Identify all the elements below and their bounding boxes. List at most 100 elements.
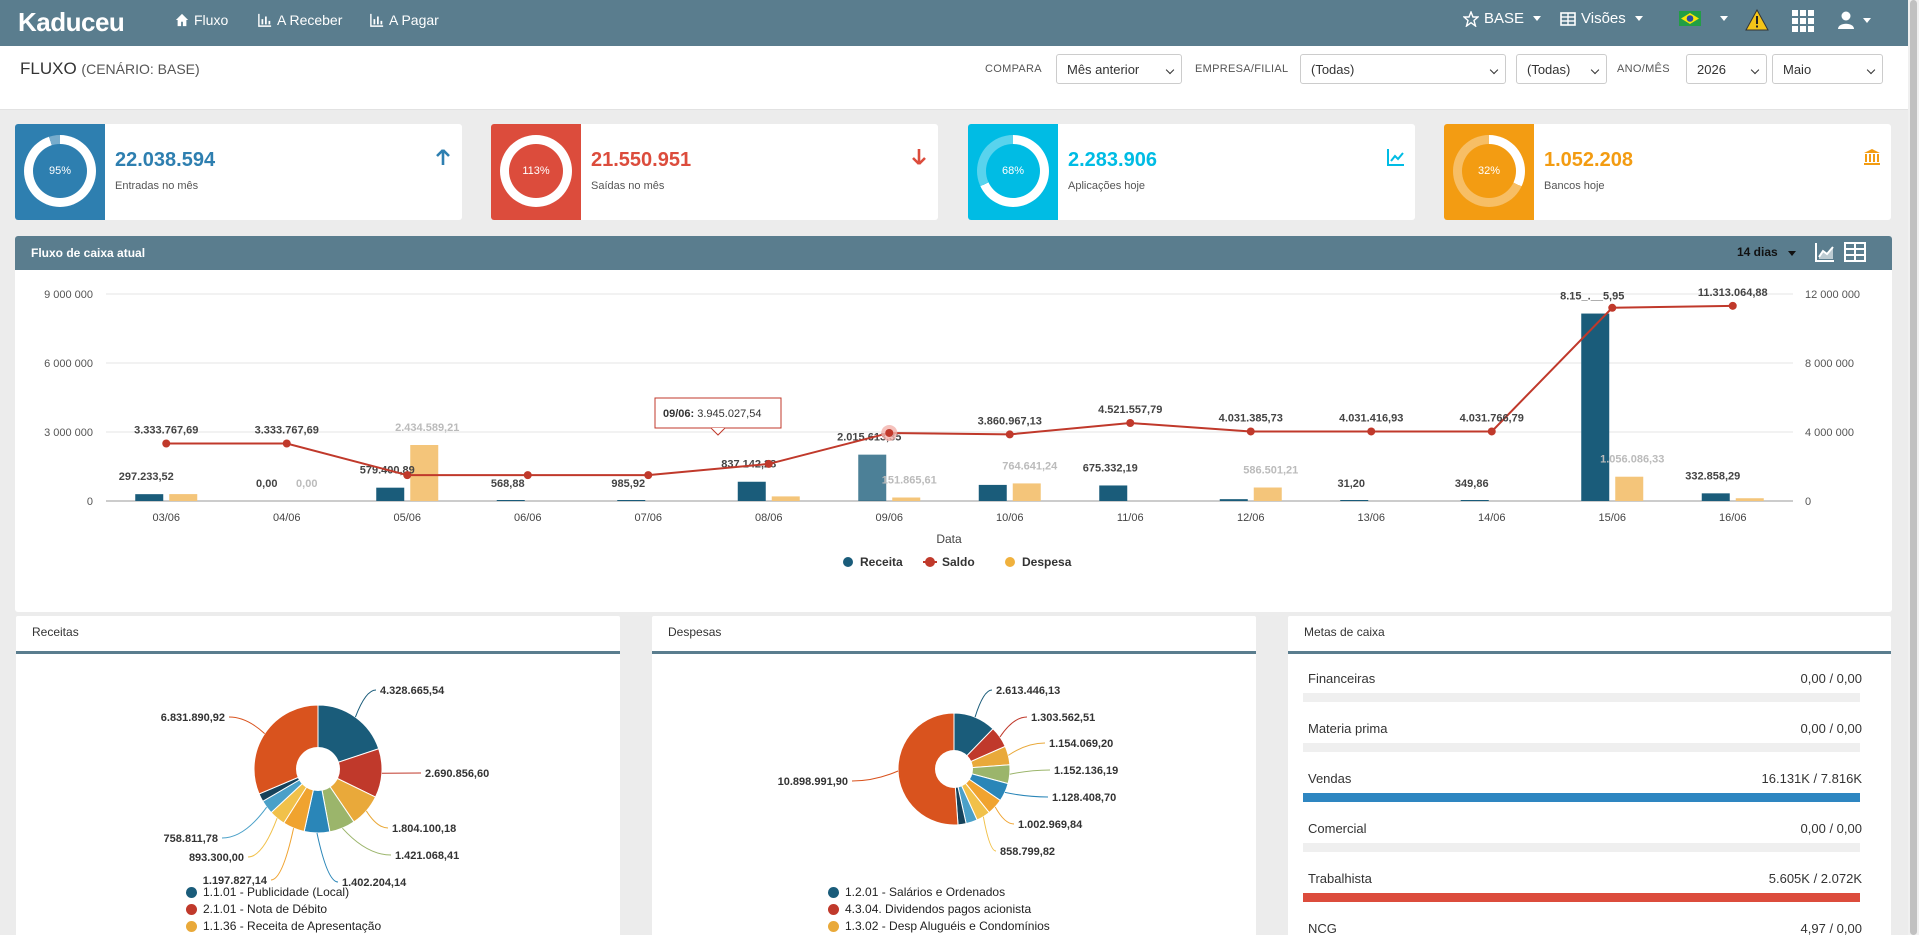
user-menu[interactable] [1838,11,1871,29]
warning-icon[interactable] [1745,9,1769,31]
period-dropdown[interactable]: 14 dias [1737,245,1796,259]
y-left-tick-label: 6 000 000 [44,358,93,370]
cash-flow-chart[interactable]: 9 000 000 6 000 000 3 000 000 0 12 000 000 8 … [15,236,1892,612]
brand-logo[interactable]: Kaduceu [18,7,125,37]
pie-label-connector [342,827,392,856]
saldo-data-label: 3.333.767,69 [134,424,198,436]
compara-label: COMPARA [985,63,1042,75]
nav-link-fluxo[interactable]: Fluxo [175,12,228,28]
meta-row[interactable]: Vendas 16.131K / 7.816K [1303,771,1862,821]
chart-panel-header: Fluxo de caixa atual 14 dias [15,236,1892,270]
scrollbar-thumb[interactable] [1910,0,1917,935]
x-tick-label: 03/06 [152,512,180,524]
meta-row[interactable]: NCG 4,97 / 0,00 [1308,921,1862,935]
pie-data-label: 1.804.100,18 [392,823,456,835]
despesa-bar [169,494,198,501]
y-left-tick-label: 9 000 000 [44,289,93,301]
panel-title: Receitas [32,625,79,639]
chevron-down-icon [1787,251,1796,256]
period-label: 14 dias [1737,245,1778,259]
despesas-legend-item[interactable]: 4.3.04. Dividendos pagos acionista [828,902,1031,916]
nav-link-label: A Receber [277,12,343,28]
kpi-percent: 68% [986,144,1040,198]
saldo-point [1246,427,1255,436]
despesa-data-label: 0,00 [296,478,317,490]
legend-label: Receita [860,555,903,569]
language-dropdown[interactable] [1679,11,1728,26]
kpi-card-saidas[interactable]: 113% 21.550.951 Saídas no mês [491,124,938,220]
chart-legend-item[interactable]: Despesa [1005,555,1072,569]
receita-bar [1099,485,1128,501]
nav-link-a-pagar[interactable]: A Pagar [370,12,439,28]
despesa-bar [1253,487,1282,501]
pie-hole [935,750,973,788]
meta-row[interactable]: Trabalhista 5.605K / 2.072K [1303,871,1862,921]
chart-legend-item[interactable]: Receita [843,555,903,569]
scenario-dropdown[interactable]: BASE [1463,10,1542,27]
kpi-card-entradas[interactable]: 95% 22.038.594 Entradas no mês [15,124,462,220]
despesa-data-label: 1.056.086,33 [1600,454,1664,466]
meta-value: 5.605K / 2.072K [1768,871,1862,886]
despesa-bar [410,445,439,501]
cash-flow-chart-panel: 9 000 000 6 000 000 3 000 000 0 12 000 000 8 … [15,236,1892,612]
meta-row[interactable]: Materia prima 0,00 / 0,00 [1303,721,1862,771]
line-chart-icon[interactable] [1814,241,1836,263]
chart-legend-item[interactable]: Saldo [923,555,975,569]
saldo-data-label: 3.333.767,69 [255,424,319,436]
pie-data-label: 6.831.890,92 [161,712,225,724]
despesas-legend-item[interactable]: 1.3.02 - Desp Aluguéis e Condomínios [828,919,1050,933]
filial-select[interactable]: (Todas) [1516,54,1607,84]
meta-row[interactable]: Financeiras 0,00 / 0,00 [1303,671,1862,721]
views-dropdown[interactable]: Visões [1560,10,1643,27]
kpi-card-aplicacoes[interactable]: 68% 2.283.906 Aplicações hoje [968,124,1415,220]
x-tick-label: 10/06 [996,512,1024,524]
top-navbar: Kaduceu Fluxo A Receber A Pagar BASE Vis… [0,0,1908,46]
receita-bar [1460,500,1489,501]
saldo-point [403,471,412,480]
pie-label-connector [999,716,1028,738]
arrow-up-icon [436,149,450,165]
saldo-point [644,471,653,480]
pie-label-connector [354,689,377,718]
despesa-bar [892,497,921,501]
receita-bar [737,481,766,501]
apps-grid-icon[interactable] [1792,10,1814,32]
receitas-legend-item[interactable]: 2.1.01 - Nota de Débito [186,902,327,916]
kpi-gauge-box: 95% [15,124,105,220]
receita-bar [1219,499,1248,501]
compara-select[interactable]: Mês anterior [1056,54,1182,84]
chevron-down-icon [1634,16,1643,21]
receita-data-label: 332.858,29 [1685,470,1740,482]
despesas-pie-chart[interactable]: 2.613.446,13 1.303.562,51 1.154.069,20 1.15… [652,656,1256,916]
table-icon [1560,11,1576,26]
receitas-legend-item[interactable]: 1.1.01 - Publicidade (Local) [186,885,349,899]
receitas-pie-chart[interactable]: 4.328.665,54 2.690.856,60 1.804.100,18 1.42… [16,656,620,916]
kpi-gauge-ring: 95% [24,135,96,207]
receita-data-label: 349,86 [1455,478,1489,490]
pie-label-connector [316,832,339,883]
x-tick-label: 16/06 [1719,512,1747,524]
receitas-legend-item[interactable]: 1.1.36 - Receita de Apresentação [186,919,381,933]
area-chart-icon [1387,149,1404,166]
page-subtitle: (CENÁRIO: BASE) [81,61,200,77]
pie-label-connector [994,806,1015,825]
legend-label: 1.1.01 - Publicidade (Local) [203,885,350,899]
page-scrollbar[interactable] [1908,0,1919,935]
mes-select[interactable]: Maio [1772,54,1883,84]
empresa-filial-label: EMPRESA/FILIAL [1195,63,1289,75]
table-view-icon[interactable] [1844,241,1866,263]
nav-link-a-receber[interactable]: A Receber [258,12,342,28]
meta-name: Trabalhista [1308,871,1372,886]
kpi-card-bancos[interactable]: 32% 1.052.208 Bancos hoje [1444,124,1891,220]
despesa-data-label: 151.865,61 [882,475,937,487]
bar-chart-icon [370,13,384,27]
receitas-panel: Receitas 4.328.665,54 2.690.856,60 1.804.1… [16,616,620,935]
despesas-legend-item[interactable]: 1.2.01 - Salários e Ordenados [828,885,1005,899]
empresa-select[interactable]: (Todas) [1300,54,1506,84]
ano-select[interactable]: 2026 [1686,54,1767,84]
kpi-gauge-ring: 68% [977,135,1049,207]
legend-dot [828,903,839,915]
meta-row[interactable]: Comercial 0,00 / 0,00 [1303,821,1862,871]
metas-panel: Metas de caixa Financeiras 0,00 / 0,00 Mat… [1288,616,1891,935]
pie-data-label: 4.328.665,54 [380,685,445,697]
